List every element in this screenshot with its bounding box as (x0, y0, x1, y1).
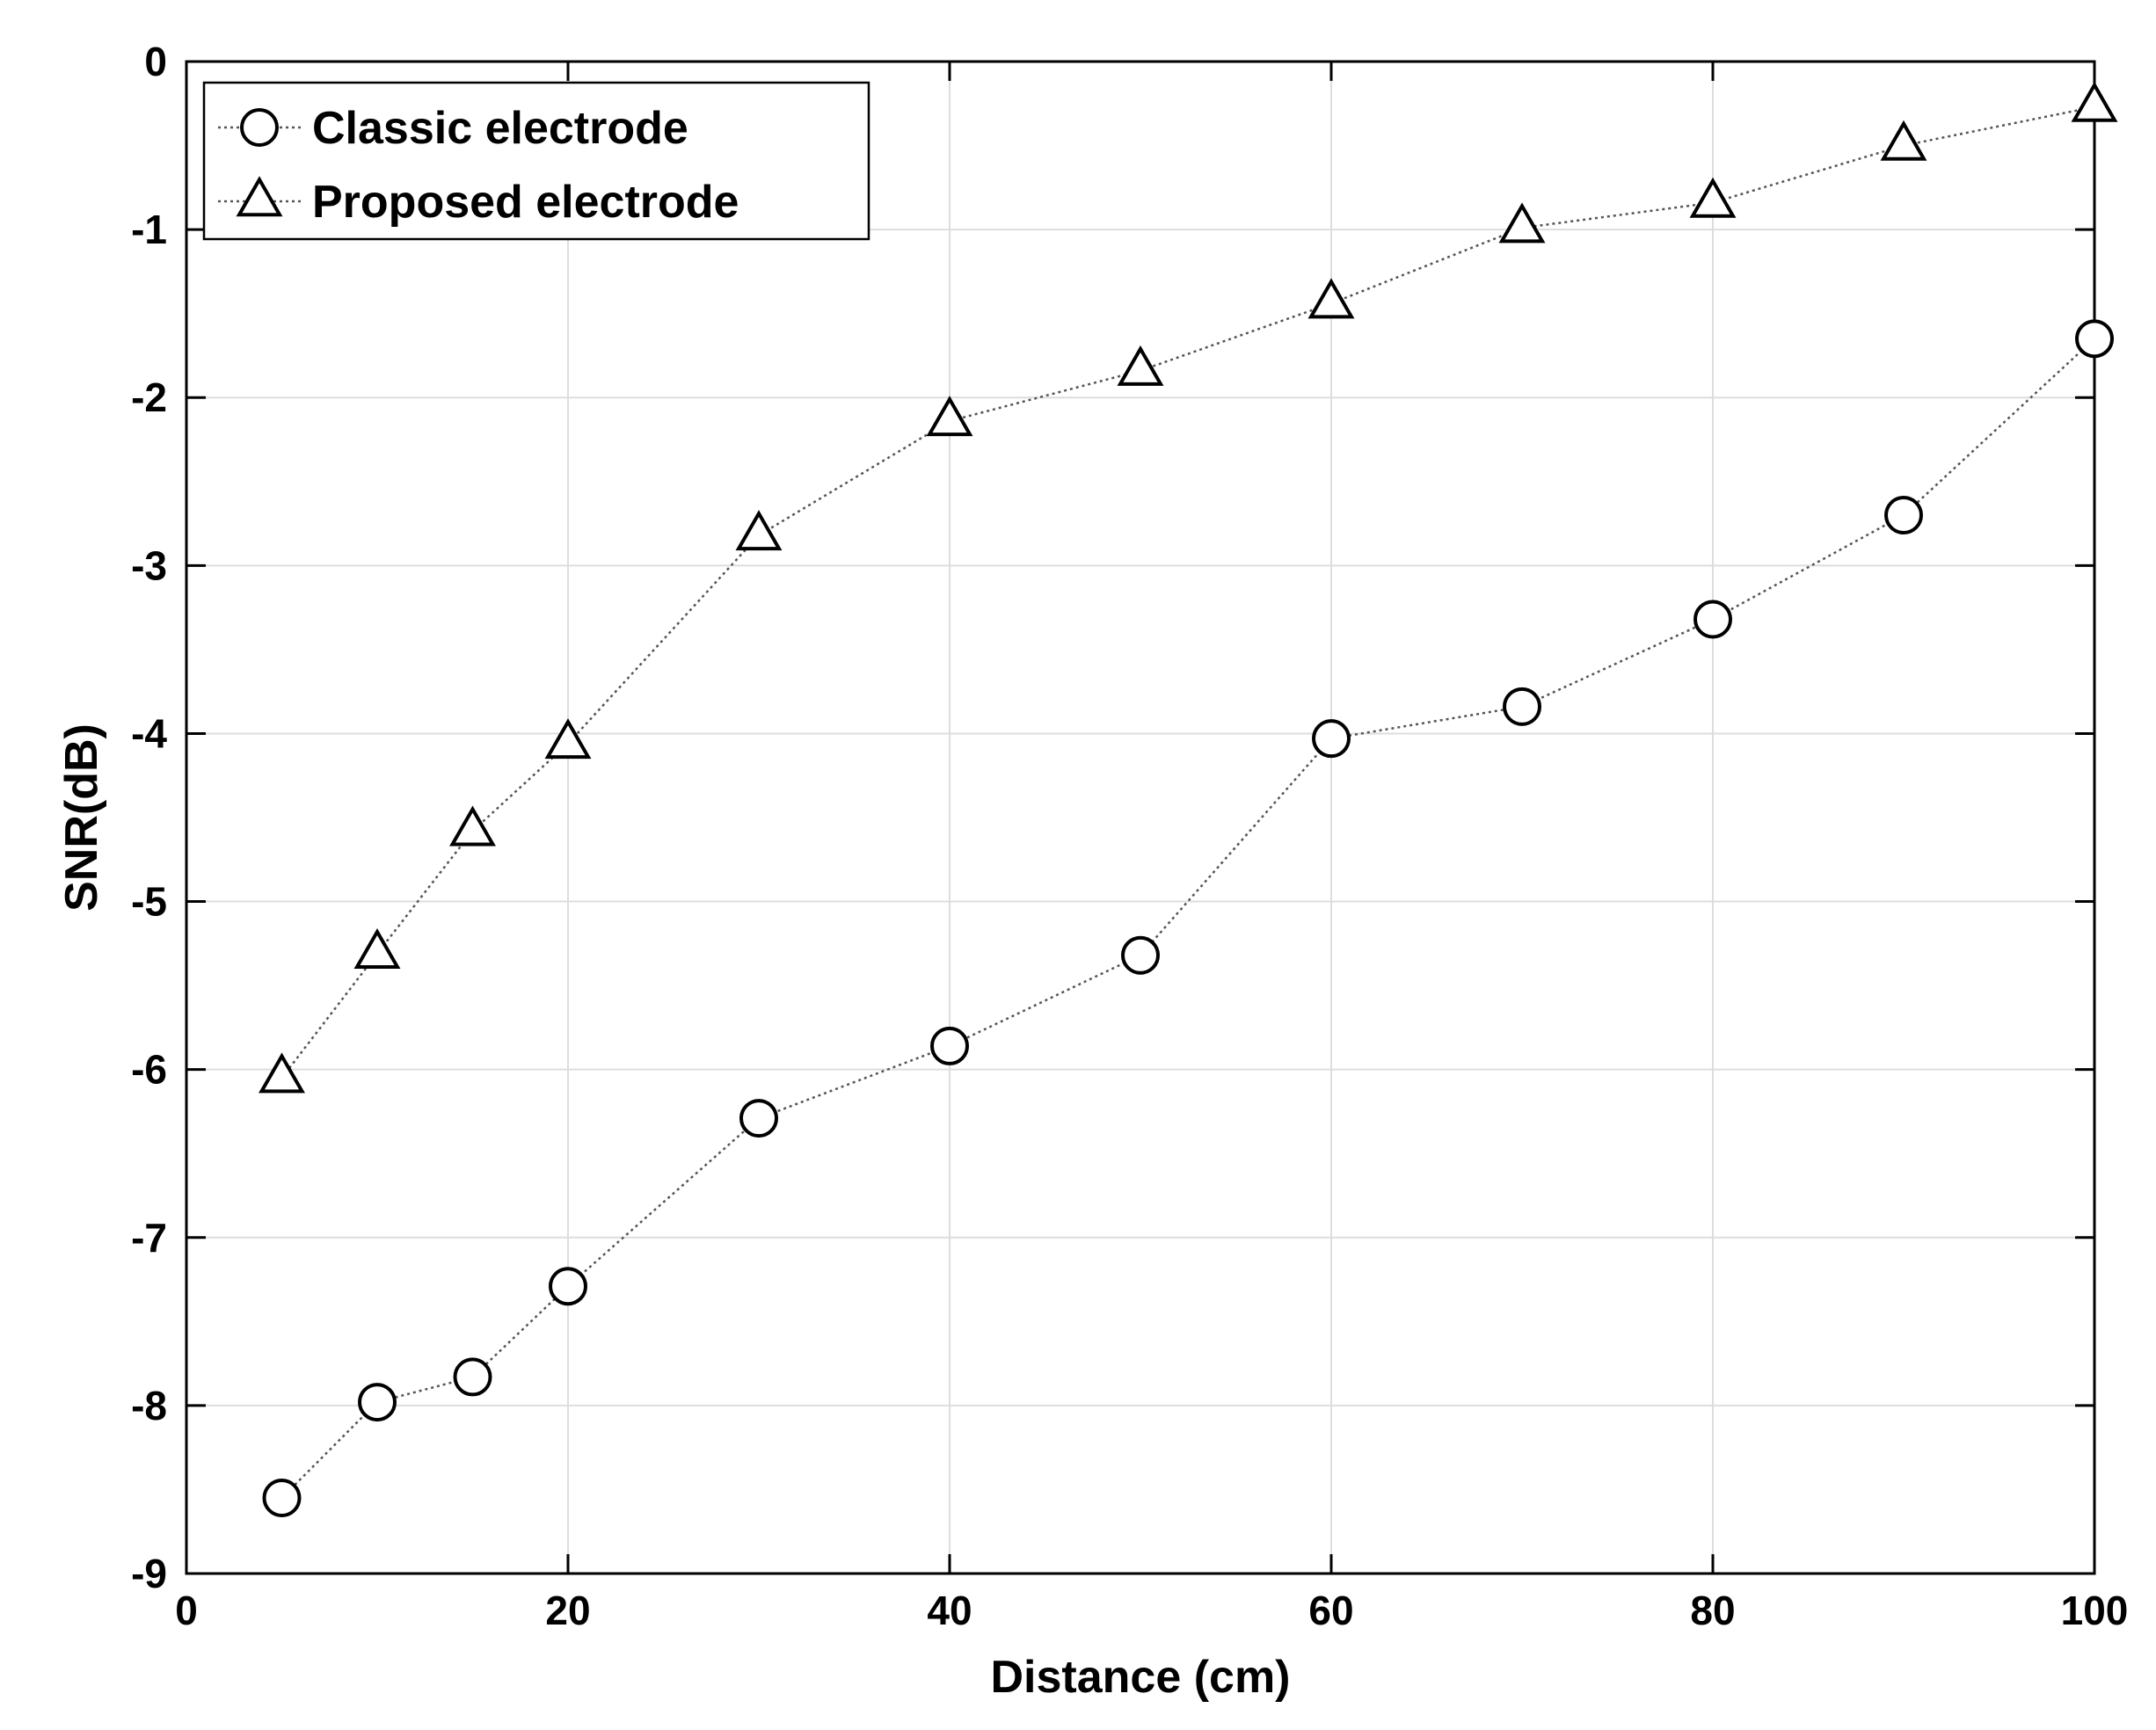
y-axis-label: SNR(dB) (56, 723, 107, 912)
data-point (549, 1267, 587, 1306)
data-point (453, 1357, 492, 1397)
legend-marker (236, 176, 283, 217)
plot-area-frame (185, 60, 2096, 1575)
data-point (353, 927, 401, 969)
x-tick-label: 100 (2061, 1588, 2129, 1633)
data-point (1307, 278, 1355, 319)
data-point (1312, 719, 1351, 759)
data-point (1884, 496, 1923, 534)
data-point (1121, 935, 1160, 975)
data-point (2075, 319, 2114, 359)
y-tick-label: -1 (131, 207, 167, 252)
data-point (930, 1026, 969, 1065)
legend: Classic electrode Proposed electrode (202, 81, 870, 241)
data-point (1880, 120, 1927, 161)
legend-label: Proposed electrode (312, 177, 739, 228)
data-point (1498, 202, 1546, 244)
y-tick-label: -5 (131, 879, 167, 925)
y-tick-label: -7 (131, 1215, 167, 1261)
x-tick-label: 0 (175, 1588, 198, 1633)
legend-entry: Classic electrode (218, 103, 688, 154)
data-point (926, 396, 973, 437)
x-axis-label: Distance (cm) (991, 1652, 1291, 1703)
data-point (262, 1479, 302, 1517)
legend-label: Classic electrode (312, 103, 688, 154)
data-point (1693, 600, 1732, 639)
x-tick-label: 80 (1690, 1588, 1735, 1633)
series-layer (259, 81, 2118, 1517)
data-point (259, 1052, 305, 1094)
data-point (1689, 177, 1737, 218)
axis-ticks: 0-1-2-3-4-5-6-7-8-90 20 40 60 80 100 (131, 39, 2128, 1633)
data-point (1117, 345, 1164, 386)
data-point (2071, 81, 2118, 122)
data-point (449, 805, 496, 847)
series-line (280, 105, 2095, 1079)
x-tick-label: 40 (927, 1588, 972, 1633)
data-point (735, 510, 783, 551)
y-tick-label: -8 (131, 1383, 167, 1428)
data-point (1503, 687, 1541, 726)
x-tick-label: 60 (1308, 1588, 1353, 1633)
series-line (280, 338, 2095, 1499)
y-tick-label: -3 (131, 542, 167, 588)
data-point (358, 1383, 397, 1422)
y-tick-label: 0 (144, 39, 167, 84)
legend-marker (240, 108, 279, 147)
legend-box (202, 81, 870, 241)
data-point (544, 718, 592, 760)
y-tick-label: -2 (131, 374, 167, 420)
legend-entry: Proposed electrode (218, 176, 739, 228)
data-point (739, 1099, 778, 1138)
x-tick-label: 20 (545, 1588, 590, 1633)
y-tick-label: -6 (131, 1047, 167, 1093)
series-proposed (259, 81, 2118, 1094)
y-tick-label: -4 (131, 710, 167, 756)
series-classic (262, 319, 2114, 1517)
y-tick-label: -9 (131, 1551, 167, 1596)
